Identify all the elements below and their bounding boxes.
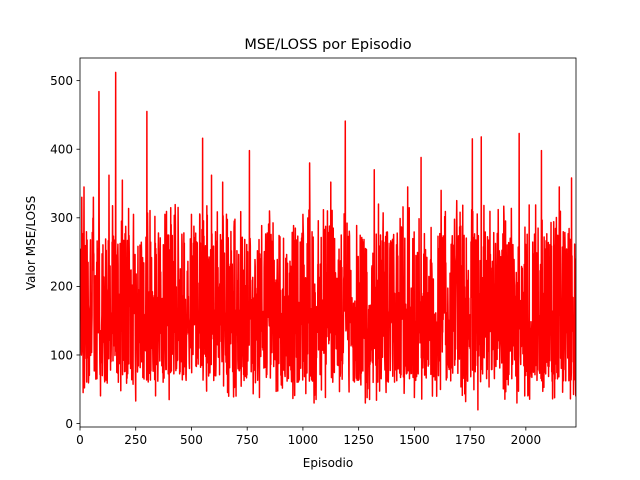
plot-area xyxy=(80,71,576,411)
y-tick-label: 300 xyxy=(50,211,73,225)
axes: 0 250 500 750 1000 1250 1500 1750 2000 0 100 200 300… xyxy=(50,57,577,447)
x-axis-label: Episodio xyxy=(303,456,353,470)
x-tick-label: 0 xyxy=(76,433,84,447)
y-tick-label: 200 xyxy=(50,280,73,294)
x-tick-label: 1750 xyxy=(455,433,486,447)
chart-title: MSE/LOSS por Episodio xyxy=(244,37,411,53)
x-tick-label: 1000 xyxy=(288,433,319,447)
y-tick-label: 100 xyxy=(50,348,73,362)
x-tick-label: 250 xyxy=(124,433,147,447)
y-axis-label: Valor MSE/LOSS xyxy=(24,196,38,291)
x-tick-label: 500 xyxy=(180,433,203,447)
x-tick-label: 1250 xyxy=(343,433,374,447)
x-tick-label: 750 xyxy=(236,433,259,447)
y-tick-label: 500 xyxy=(50,74,73,88)
x-tick-label: 1500 xyxy=(399,433,430,447)
y-tick-label: 400 xyxy=(50,143,73,157)
series-line xyxy=(80,71,576,411)
axes-frame xyxy=(79,57,577,428)
y-tick-label: 0 xyxy=(65,417,73,431)
x-tick-label: 2000 xyxy=(511,433,542,447)
